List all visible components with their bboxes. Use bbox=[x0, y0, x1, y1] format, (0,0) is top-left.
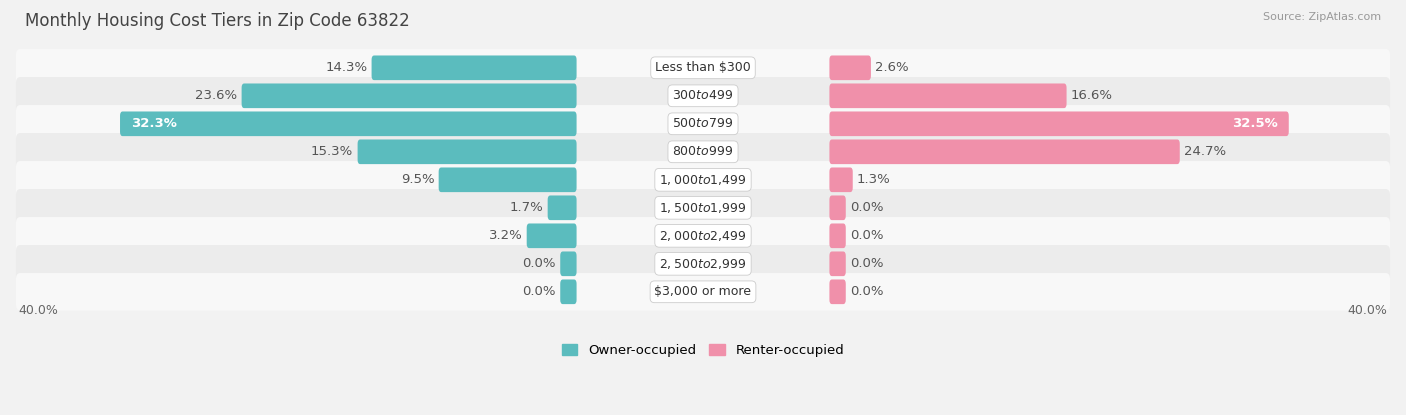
Text: 14.3%: 14.3% bbox=[325, 61, 367, 74]
Text: 0.0%: 0.0% bbox=[851, 285, 883, 298]
Text: 16.6%: 16.6% bbox=[1071, 89, 1114, 103]
Text: 9.5%: 9.5% bbox=[401, 173, 434, 186]
Text: 23.6%: 23.6% bbox=[195, 89, 238, 103]
Text: $2,000 to $2,499: $2,000 to $2,499 bbox=[659, 229, 747, 243]
FancyBboxPatch shape bbox=[830, 251, 846, 276]
FancyBboxPatch shape bbox=[830, 195, 846, 220]
FancyBboxPatch shape bbox=[830, 223, 846, 248]
FancyBboxPatch shape bbox=[527, 223, 576, 248]
FancyBboxPatch shape bbox=[15, 217, 1391, 254]
Text: 15.3%: 15.3% bbox=[311, 145, 353, 158]
Text: $3,000 or more: $3,000 or more bbox=[655, 285, 751, 298]
FancyBboxPatch shape bbox=[15, 133, 1391, 171]
Text: 40.0%: 40.0% bbox=[18, 304, 58, 317]
Text: 0.0%: 0.0% bbox=[851, 257, 883, 270]
Text: 32.5%: 32.5% bbox=[1232, 117, 1278, 130]
FancyBboxPatch shape bbox=[371, 56, 576, 80]
Text: 40.0%: 40.0% bbox=[1348, 304, 1388, 317]
FancyBboxPatch shape bbox=[15, 77, 1391, 115]
Text: Source: ZipAtlas.com: Source: ZipAtlas.com bbox=[1263, 12, 1381, 22]
FancyBboxPatch shape bbox=[830, 279, 846, 304]
FancyBboxPatch shape bbox=[120, 112, 576, 136]
FancyBboxPatch shape bbox=[15, 161, 1391, 198]
Text: $1,500 to $1,999: $1,500 to $1,999 bbox=[659, 201, 747, 215]
Text: 0.0%: 0.0% bbox=[523, 257, 555, 270]
Text: 0.0%: 0.0% bbox=[851, 229, 883, 242]
FancyBboxPatch shape bbox=[15, 105, 1391, 143]
Text: 0.0%: 0.0% bbox=[523, 285, 555, 298]
Text: $300 to $499: $300 to $499 bbox=[672, 89, 734, 103]
FancyBboxPatch shape bbox=[15, 189, 1391, 227]
Legend: Owner-occupied, Renter-occupied: Owner-occupied, Renter-occupied bbox=[557, 339, 849, 363]
FancyBboxPatch shape bbox=[830, 168, 853, 192]
FancyBboxPatch shape bbox=[560, 279, 576, 304]
FancyBboxPatch shape bbox=[560, 251, 576, 276]
FancyBboxPatch shape bbox=[15, 49, 1391, 87]
FancyBboxPatch shape bbox=[548, 195, 576, 220]
Text: 1.7%: 1.7% bbox=[509, 201, 543, 214]
Text: $500 to $799: $500 to $799 bbox=[672, 117, 734, 130]
FancyBboxPatch shape bbox=[439, 168, 576, 192]
Text: 32.3%: 32.3% bbox=[131, 117, 177, 130]
Text: Less than $300: Less than $300 bbox=[655, 61, 751, 74]
Text: 3.2%: 3.2% bbox=[489, 229, 523, 242]
Text: 24.7%: 24.7% bbox=[1184, 145, 1226, 158]
Text: 2.6%: 2.6% bbox=[875, 61, 908, 74]
FancyBboxPatch shape bbox=[15, 273, 1391, 310]
FancyBboxPatch shape bbox=[830, 83, 1067, 108]
FancyBboxPatch shape bbox=[830, 56, 870, 80]
Text: 1.3%: 1.3% bbox=[858, 173, 891, 186]
Text: 0.0%: 0.0% bbox=[851, 201, 883, 214]
FancyBboxPatch shape bbox=[15, 245, 1391, 283]
FancyBboxPatch shape bbox=[830, 112, 1289, 136]
Text: $800 to $999: $800 to $999 bbox=[672, 145, 734, 158]
Text: Monthly Housing Cost Tiers in Zip Code 63822: Monthly Housing Cost Tiers in Zip Code 6… bbox=[25, 12, 411, 30]
FancyBboxPatch shape bbox=[242, 83, 576, 108]
Text: $1,000 to $1,499: $1,000 to $1,499 bbox=[659, 173, 747, 187]
Text: $2,500 to $2,999: $2,500 to $2,999 bbox=[659, 257, 747, 271]
FancyBboxPatch shape bbox=[357, 139, 576, 164]
FancyBboxPatch shape bbox=[830, 139, 1180, 164]
